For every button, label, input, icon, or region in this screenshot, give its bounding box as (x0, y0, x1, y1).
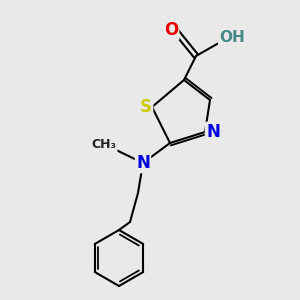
Text: N: N (136, 154, 150, 172)
Text: CH₃: CH₃ (92, 139, 116, 152)
Text: S: S (140, 98, 152, 116)
Text: O: O (164, 21, 178, 39)
Text: N: N (206, 123, 220, 141)
Text: OH: OH (219, 31, 245, 46)
